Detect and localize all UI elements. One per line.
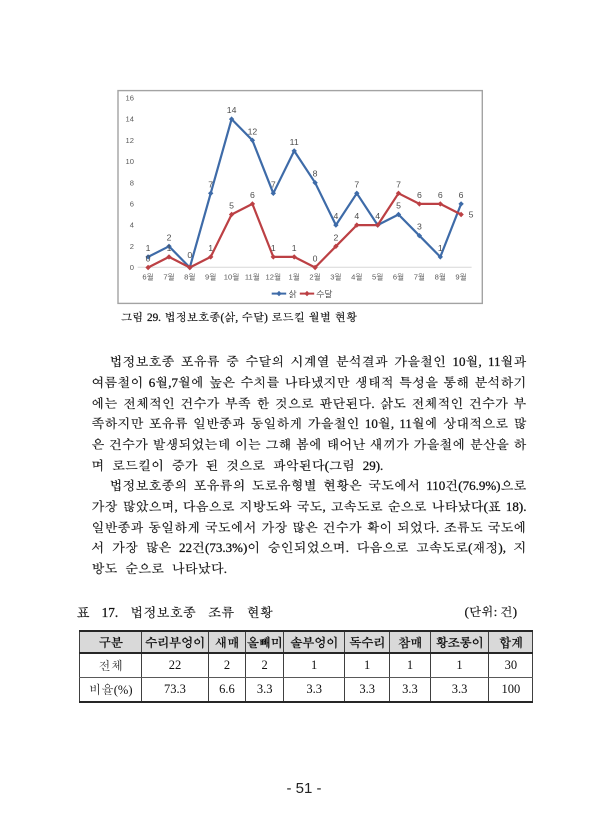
svg-text:7: 7	[354, 179, 359, 189]
svg-text:8: 8	[313, 169, 318, 179]
svg-text:1: 1	[208, 243, 213, 253]
svg-text:1: 1	[438, 243, 443, 253]
svg-text:6: 6	[417, 190, 422, 200]
svg-text:7월: 7월	[414, 273, 425, 282]
svg-text:9월: 9월	[205, 273, 216, 282]
svg-text:4월: 4월	[351, 273, 362, 282]
svg-text:1: 1	[292, 243, 297, 253]
svg-text:12월: 12월	[266, 273, 282, 282]
svg-text:0: 0	[313, 254, 318, 264]
svg-text:0: 0	[130, 263, 134, 272]
svg-text:8: 8	[130, 178, 134, 187]
svg-text:12: 12	[248, 126, 258, 136]
svg-text:4: 4	[130, 221, 134, 230]
svg-text:4: 4	[354, 211, 359, 221]
svg-text:6: 6	[250, 190, 255, 200]
svg-text:6: 6	[438, 190, 443, 200]
svg-text:14: 14	[227, 105, 237, 115]
svg-text:12: 12	[126, 136, 134, 145]
svg-text:삵: 삵	[289, 289, 297, 299]
svg-text:5월: 5월	[372, 273, 383, 282]
svg-text:7: 7	[271, 179, 276, 189]
svg-text:7: 7	[208, 179, 213, 189]
svg-text:8월: 8월	[184, 273, 195, 282]
svg-text:3: 3	[417, 222, 422, 232]
svg-text:7: 7	[396, 179, 401, 189]
svg-text:16: 16	[126, 94, 134, 103]
svg-text:6: 6	[130, 200, 134, 209]
svg-text:10월: 10월	[224, 273, 240, 282]
svg-text:5: 5	[469, 210, 474, 220]
svg-text:4: 4	[375, 211, 380, 221]
svg-text:6: 6	[459, 190, 464, 200]
svg-text:0: 0	[187, 250, 192, 260]
svg-text:2: 2	[167, 232, 172, 242]
svg-text:9월: 9월	[455, 273, 466, 282]
svg-text:2: 2	[130, 242, 134, 251]
svg-text:3월: 3월	[330, 273, 341, 282]
svg-text:6월: 6월	[393, 273, 404, 282]
svg-text:1: 1	[167, 243, 172, 253]
svg-text:2월: 2월	[309, 273, 320, 282]
svg-text:5: 5	[396, 201, 401, 211]
svg-text:11: 11	[290, 137, 299, 147]
svg-text:1: 1	[271, 243, 276, 253]
svg-text:7월: 7월	[163, 273, 174, 282]
svg-text:0: 0	[146, 254, 151, 264]
svg-text:11월: 11월	[245, 273, 260, 282]
svg-text:1월: 1월	[289, 273, 300, 282]
svg-text:14: 14	[126, 115, 134, 124]
svg-text:10: 10	[126, 157, 134, 166]
svg-text:5: 5	[229, 201, 234, 211]
svg-text:6월: 6월	[142, 273, 153, 282]
svg-text:4: 4	[333, 211, 338, 221]
svg-text:수달: 수달	[316, 289, 333, 299]
svg-text:2: 2	[333, 232, 338, 242]
svg-text:8월: 8월	[435, 273, 446, 282]
svg-text:1: 1	[146, 243, 151, 253]
